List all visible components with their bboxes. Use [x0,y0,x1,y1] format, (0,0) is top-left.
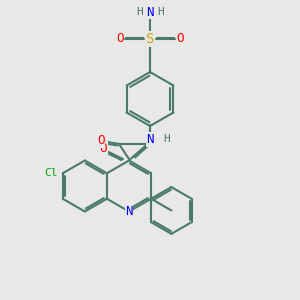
Text: O: O [100,142,107,155]
Text: H: H [136,7,143,17]
Text: N: N [125,205,133,218]
Text: O: O [176,32,184,46]
Text: O: O [97,134,104,148]
Text: S: S [146,32,154,46]
Text: Cl: Cl [45,168,58,178]
Text: N: N [146,133,154,146]
Text: H: H [157,7,164,17]
Text: H: H [163,134,170,145]
Text: O: O [116,32,124,46]
Text: N: N [146,5,154,19]
